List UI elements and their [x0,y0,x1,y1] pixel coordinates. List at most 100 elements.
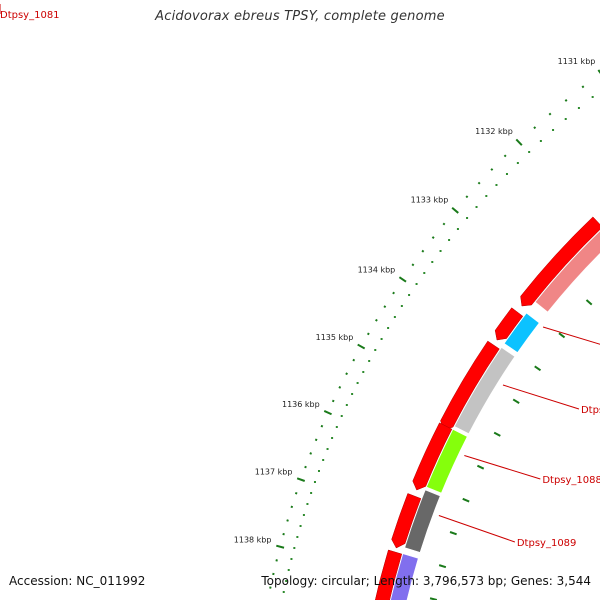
ruler-minor-tick [314,438,318,442]
gc-dot [299,525,302,527]
gc-dot [306,503,309,505]
gene-label: Dtpsy_1089 [517,538,577,549]
gc-dot [423,272,426,274]
gc-dot [505,173,508,175]
ruler-tick [515,138,523,146]
ruler-minor-tick [442,222,446,226]
ruler-minor-tick [581,85,585,89]
ruler-tick-label: 1136 kbp [282,400,320,409]
gc-dot [485,195,488,197]
gc-dot [393,316,396,318]
gc-dot [495,184,498,186]
ruler-tick-label: 1137 kbp [255,468,293,477]
gc-dot [539,140,542,142]
gc-dot [282,591,285,593]
gc-dot [368,360,371,362]
gc-dot [322,459,325,461]
accession-text: Accession: NC_011992 [9,574,146,588]
ruler-tick-label: 1134 kbp [358,265,396,274]
ruler-minor-tick [366,332,370,336]
gc-dot [287,569,290,571]
gc-dot [439,250,442,252]
cds-arrow [412,422,453,491]
gc-dot [415,283,418,285]
ruler-tick [357,343,366,350]
feature-tick [585,299,593,306]
gc-dot [552,129,555,131]
ruler-minor-tick [548,112,552,116]
gc-dot [362,371,365,373]
cds-arrow [374,549,403,600]
map-title: Acidovorax ebreus TPSY, complete genome [155,9,445,24]
ruler-minor-tick [490,168,494,171]
gene-block [390,553,419,600]
gc-dot [356,382,359,384]
cds-track [373,84,600,600]
gc-dot [380,338,383,340]
cds-arrow [520,216,600,307]
feature-tick [512,398,520,404]
ruler-tick-label: 1133 kbp [411,196,449,205]
gene-block [454,347,516,435]
gc-dot [326,448,329,450]
ruler-minor-tick [282,532,285,536]
gc-dot [335,426,338,428]
feature-tick [493,431,501,437]
gene-label: Dtpsy_1088 [542,475,600,486]
ruler-tick [398,276,407,283]
gc-dot [331,437,334,439]
gc-dot [591,96,594,98]
gc-dot [528,151,531,153]
gene-label-leader [438,515,516,543]
gc-dot [448,239,451,241]
ruler-tick [323,410,332,416]
gc-dot [466,217,469,219]
gc-dot [400,305,403,307]
ruler-minor-tick [375,318,378,322]
gene-labels: Dtpsy_1081Dtpsy_1082Dtpsy_1083Dtpsy_1084… [0,4,600,549]
ruler-minor-tick [352,358,356,362]
gc-dot [285,580,288,582]
cds-arrow [391,493,422,549]
gc-dot [351,393,354,395]
cds-arrow [494,307,524,341]
ruler-minor-tick [477,181,481,185]
gene-label: Dtpsy_1081 [0,10,60,21]
ruler-minor-tick [294,492,298,495]
gene-block [404,489,441,553]
gc-dot [408,294,411,296]
gene-label-leader [502,384,580,410]
gene-label: Dtpsy_1087 [581,405,600,416]
ruler-minor-tick [465,195,469,199]
gc-dot [577,107,580,109]
gc-skew-track [282,96,594,593]
ruler-minor-tick [290,505,294,509]
ruler-tick [276,544,285,549]
gc-dot [516,162,519,164]
ruler-tick [597,69,600,74]
ruler-tick-label: 1138 kbp [234,535,272,544]
gc-dot [475,206,478,208]
ruler-tick [296,477,306,482]
ruler-tick-label: 1132 kbp [475,127,513,136]
feature-tick [438,564,447,569]
gene-block [534,230,600,313]
ruler-minor-tick [304,465,307,469]
ruler-minor-tick [533,126,537,130]
ruler-minor-tick [383,305,387,309]
gc-dot [431,261,434,263]
ruler-tick-label: 1135 kbp [316,333,354,342]
gc-dot [302,514,305,516]
ruler-tick-label: 1131 kbp [558,57,596,66]
gene-label-leader [464,455,541,480]
gene-label-leader [542,326,600,345]
ruler-minor-tick [411,263,415,267]
ruler-tick [451,207,459,214]
ruler-minor-tick [320,424,324,428]
feature-tick [462,497,470,503]
ruler-minor-tick [331,399,335,403]
gc-dot [456,228,459,230]
feature-tick [558,332,566,339]
gc-dot [317,470,320,472]
